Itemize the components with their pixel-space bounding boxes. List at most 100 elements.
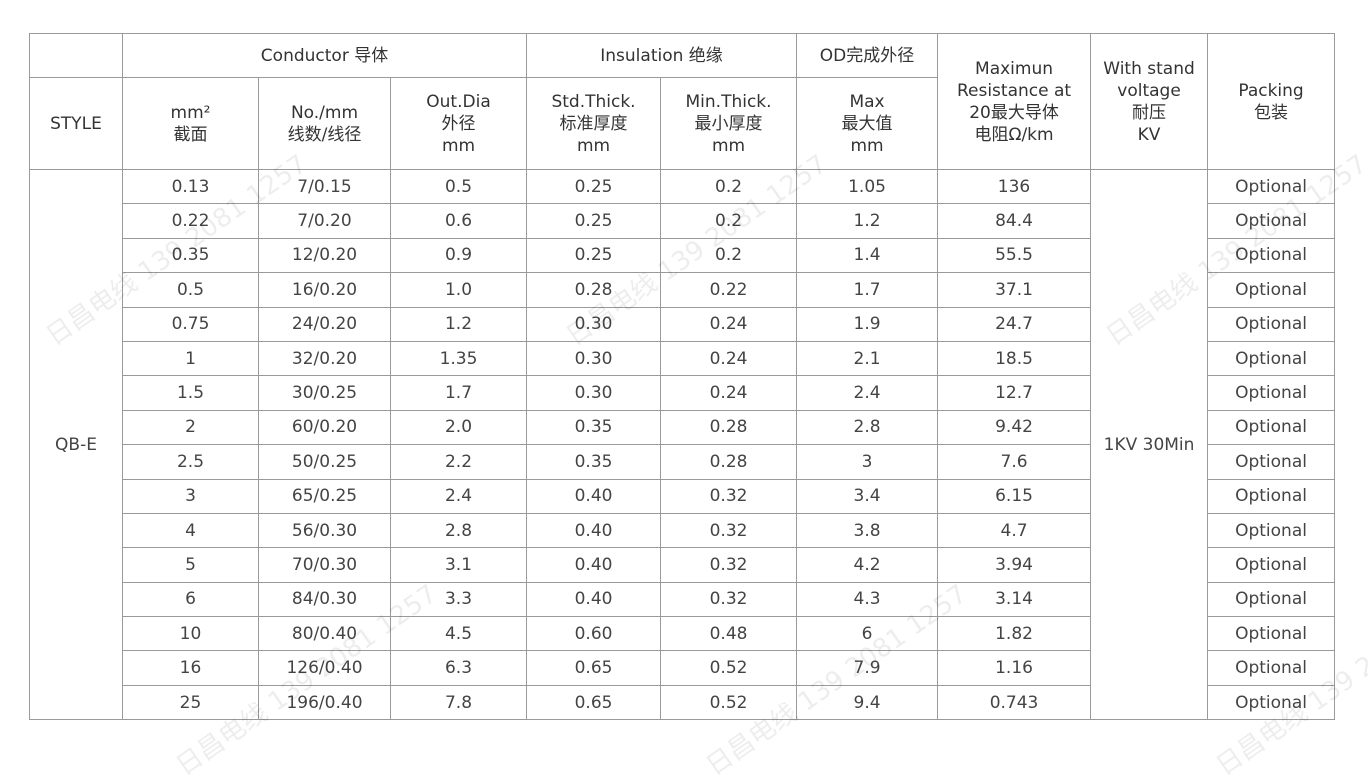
- header-line: voltage: [1117, 80, 1181, 101]
- header-line: mm²: [170, 102, 211, 123]
- cell-std-thick: 0.25: [526, 237, 662, 274]
- cell-strands: 12/0.20: [258, 237, 391, 274]
- cell-min-thick: 0.22: [660, 272, 798, 308]
- cell-std-thick: 0.40: [526, 581, 662, 618]
- header-line: 包装: [1254, 102, 1289, 123]
- cell-min-thick: 0.2: [660, 168, 798, 205]
- cell-out-dia: 2.4: [389, 478, 528, 514]
- cell-min-thick: 0.2: [660, 203, 798, 239]
- cell-strands: 30/0.25: [258, 375, 391, 411]
- cell-od-max: 1.9: [796, 306, 939, 342]
- cell-packing: Optional: [1207, 272, 1336, 308]
- header-line: Out.Dia: [426, 91, 491, 112]
- cell-packing: Optional: [1207, 684, 1336, 721]
- header-line: 耐压: [1132, 102, 1167, 123]
- cell-out-dia: 3.3: [389, 581, 528, 618]
- header-line: 线数/线径: [287, 124, 362, 145]
- header-line: Resistance at: [956, 80, 1072, 101]
- cell-area: 25: [122, 684, 259, 721]
- header-line: 外径: [441, 113, 476, 134]
- cell-od-max: 7.9: [796, 650, 939, 686]
- header-od-max: Max 最大值 mm: [796, 77, 939, 170]
- cell-resistance: 6.15: [937, 478, 1092, 514]
- cell-strands: 65/0.25: [258, 478, 391, 514]
- cell-od-max: 1.4: [796, 237, 939, 274]
- cell-od-max: 1.2: [796, 203, 939, 239]
- cell-std-thick: 0.40: [526, 547, 662, 583]
- cell-area: 6: [122, 581, 259, 618]
- cell-od-max: 3: [796, 444, 939, 480]
- cell-resistance: 1.16: [937, 650, 1092, 686]
- cell-packing: Optional: [1207, 616, 1336, 652]
- table-row: 25 196/0.40 7.8 0.65 0.52 9.4 0.743 Optional: [30, 684, 1336, 721]
- cell-packing: Optional: [1207, 409, 1336, 446]
- header-packing: Packing 包装: [1207, 33, 1336, 170]
- cell-min-thick: 0.2: [660, 237, 798, 274]
- cell-std-thick: 0.30: [526, 306, 662, 342]
- cell-packing: Optional: [1207, 650, 1336, 686]
- cell-strands: 32/0.20: [258, 340, 391, 377]
- cell-area: 0.75: [122, 306, 259, 342]
- cell-out-dia: 2.0: [389, 409, 528, 446]
- cell-min-thick: 0.24: [660, 306, 798, 342]
- cell-std-thick: 0.40: [526, 478, 662, 514]
- cell-min-thick: 0.52: [660, 650, 798, 686]
- cell-od-max: 9.4: [796, 684, 939, 721]
- cell-area: 3: [122, 478, 259, 514]
- cell-std-thick: 0.25: [526, 203, 662, 239]
- cell-resistance: 37.1: [937, 272, 1092, 308]
- cell-strands: 60/0.20: [258, 409, 391, 446]
- cell-min-thick: 0.24: [660, 375, 798, 411]
- table-row: 3 65/0.25 2.4 0.40 0.32 3.4 6.15 Optional: [30, 478, 1336, 514]
- cell-od-max: 3.4: [796, 478, 939, 514]
- header-line: 截面: [173, 124, 208, 145]
- cell-out-dia: 0.6: [389, 203, 528, 239]
- header-conductor: Conductor 导体: [121, 33, 528, 78]
- header-line: 20最大导体: [969, 102, 1059, 123]
- cell-od-max: 1.05: [796, 168, 939, 205]
- cell-strands: 70/0.30: [258, 547, 391, 583]
- cell-od-max: 1.7: [796, 272, 939, 308]
- header-line: Std.Thick.: [551, 91, 636, 112]
- cell-area: 1.5: [122, 375, 259, 411]
- cell-std-thick: 0.25: [526, 168, 662, 205]
- cell-std-thick: 0.35: [526, 444, 662, 480]
- cell-packing: Optional: [1207, 306, 1336, 342]
- table-row: 0.22 7/0.20 0.6 0.25 0.2 1.2 84.4 Optional: [30, 203, 1336, 239]
- table-row: 4 56/0.30 2.8 0.40 0.32 3.8 4.7 Optional: [30, 512, 1336, 549]
- cell-strands: 80/0.40: [258, 616, 391, 652]
- cell-area: 1: [122, 340, 259, 377]
- header-line: Max: [849, 91, 885, 112]
- cell-min-thick: 0.52: [660, 684, 798, 721]
- cell-resistance: 9.42: [937, 409, 1092, 446]
- cell-out-dia: 3.1: [389, 547, 528, 583]
- cell-packing: Optional: [1207, 203, 1336, 239]
- cell-out-dia: 4.5: [389, 616, 528, 652]
- cell-area: 0.13: [122, 168, 259, 205]
- cell-min-thick: 0.24: [660, 340, 798, 377]
- cell-area: 0.5: [122, 272, 259, 308]
- table-row: 0.35 12/0.20 0.9 0.25 0.2 1.4 55.5 Optional: [30, 237, 1336, 274]
- table-row: 16 126/0.40 6.3 0.65 0.52 7.9 1.16 Optional: [30, 650, 1336, 686]
- cell-area: 4: [122, 512, 259, 549]
- cell-out-dia: 1.35: [389, 340, 528, 377]
- cell-od-max: 4.3: [796, 581, 939, 618]
- cell-out-dia: 0.5: [389, 168, 528, 205]
- cell-resistance: 55.5: [937, 237, 1092, 274]
- cell-min-thick: 0.48: [660, 616, 798, 652]
- cell-min-thick: 0.28: [660, 409, 798, 446]
- header-line: Min.Thick.: [685, 91, 772, 112]
- table-row: 5 70/0.30 3.1 0.40 0.32 4.2 3.94 Optional: [30, 547, 1336, 583]
- cell-strands: 56/0.30: [258, 512, 391, 549]
- cell-packing: Optional: [1207, 478, 1336, 514]
- cell-area: 0.22: [122, 203, 259, 239]
- cell-min-thick: 0.32: [660, 478, 798, 514]
- cell-resistance: 4.7: [937, 512, 1092, 549]
- cell-min-thick: 0.32: [660, 512, 798, 549]
- cell-std-thick: 0.30: [526, 375, 662, 411]
- header-line: mm: [850, 135, 884, 156]
- cell-strands: 50/0.25: [258, 444, 391, 480]
- cell-packing: Optional: [1207, 237, 1336, 274]
- header-line: 最大值: [841, 113, 893, 134]
- cell-strands: 7/0.20: [258, 203, 391, 239]
